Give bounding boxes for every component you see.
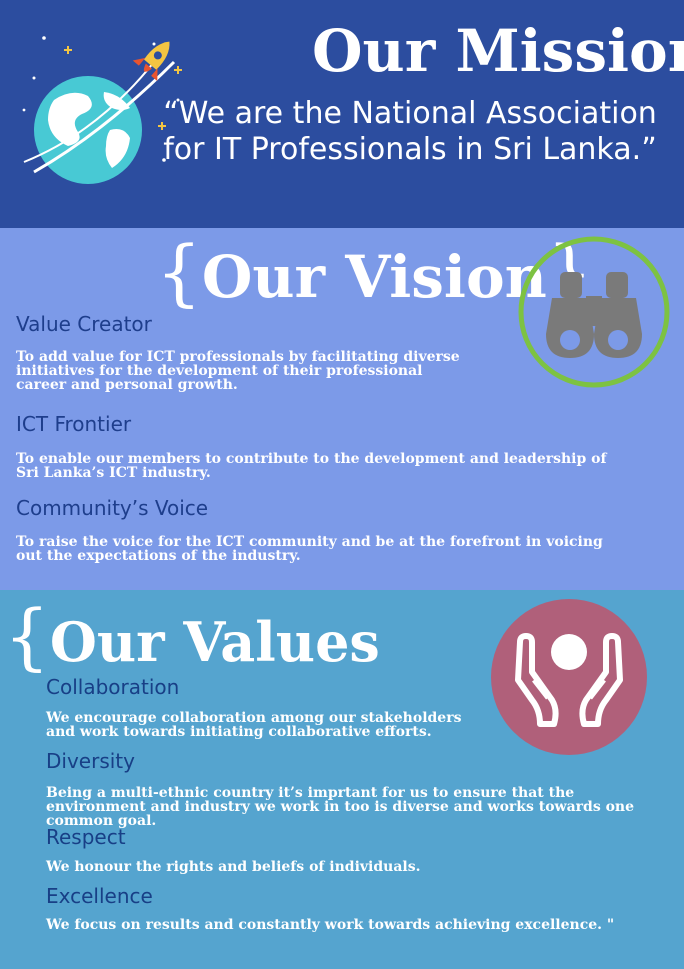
hands-person-icon	[490, 598, 648, 756]
values-heading-diversity: Diversity	[46, 749, 135, 773]
values-heading-excellence: Excellence	[46, 884, 153, 908]
values-brace-open: {	[4, 594, 50, 678]
vision-text-value-creator: To add value for ICT professionals by fa…	[16, 349, 460, 393]
vision-brace-open: {	[156, 230, 202, 314]
vision-text-communitys-voice: To raise the voice for the ICT community…	[16, 534, 603, 564]
mission-section: Our Mission} “We are the National Associ…	[0, 0, 684, 228]
vision-title: {Our Vision}	[156, 236, 593, 308]
vision-heading-communitys-voice: Community’s Voice	[16, 496, 209, 520]
binoculars-icon	[518, 236, 670, 388]
values-text-collaboration: We encourage collaboration among our sta…	[46, 710, 462, 740]
globe-rocket-icon	[14, 30, 194, 200]
values-title: {Our Values	[4, 594, 380, 678]
values-heading-collaboration: Collaboration	[46, 675, 180, 699]
values-text-diversity: Being a multi-ethnic country it’s imprta…	[46, 785, 635, 829]
values-section: {Our Values Collaboration We encourage c…	[0, 590, 684, 969]
mission-title: Our Mission}	[312, 17, 684, 85]
values-heading-respect: Respect	[46, 825, 126, 849]
values-text-respect: We honour the rights and beliefs of indi…	[46, 859, 421, 875]
vision-section: {Our Vision} Value Creator To add value …	[0, 228, 684, 590]
vision-heading-value-creator: Value Creator	[16, 312, 152, 336]
vision-heading-ict-frontier: ICT Frontier	[16, 412, 132, 436]
vision-text-ict-frontier: To enable our members to contribute to t…	[16, 451, 607, 481]
mission-quote: “We are the National Association for IT …	[163, 96, 657, 167]
values-text-excellence: We focus on results and constantly work …	[46, 917, 615, 933]
